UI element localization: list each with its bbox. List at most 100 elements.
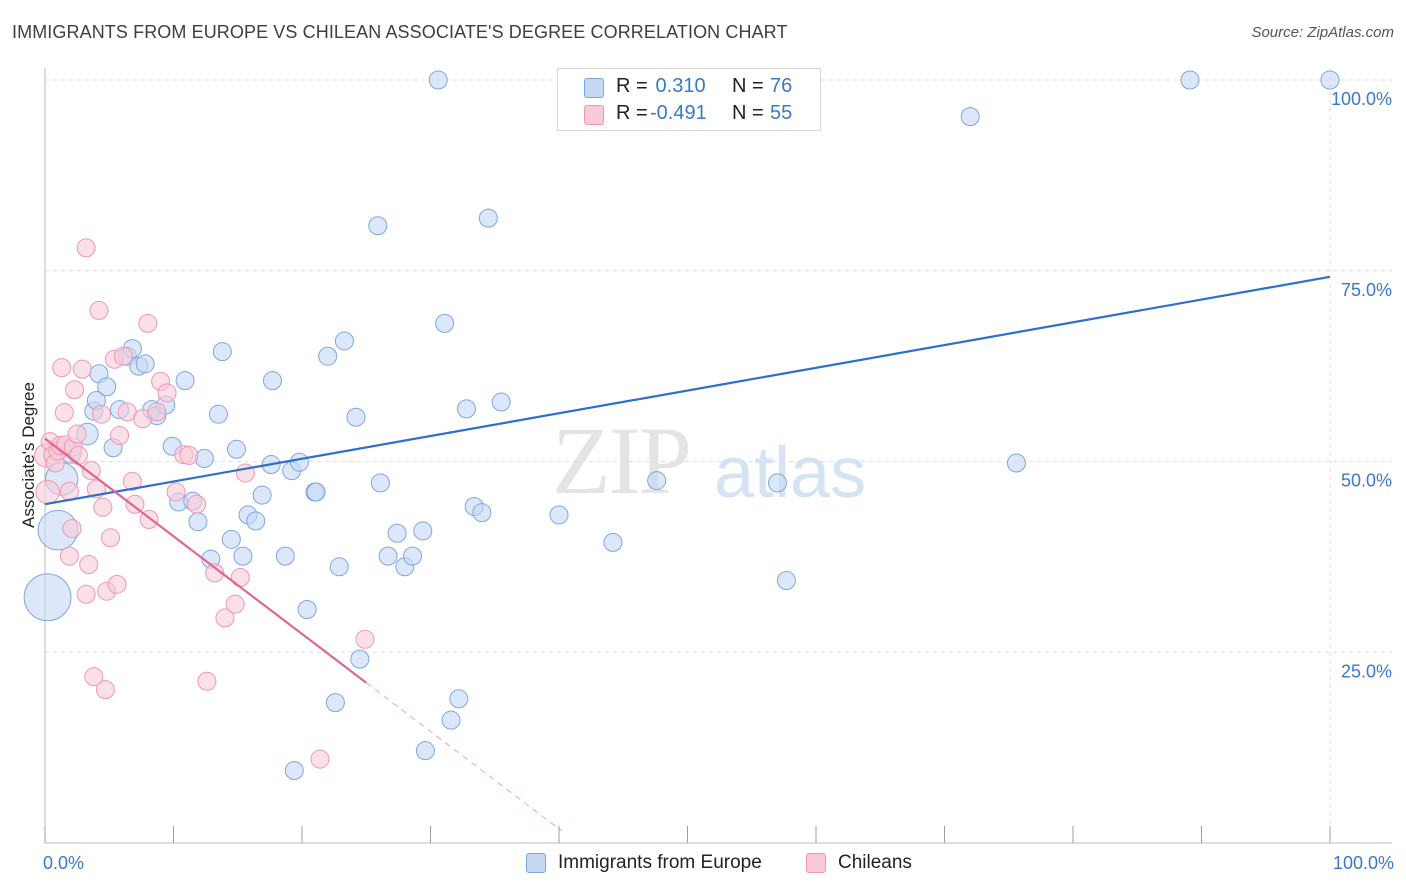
point-europe [1320, 70, 1340, 90]
point-europe [549, 505, 569, 525]
bottom-legend-label-chileans: Chileans [838, 852, 912, 873]
point-europe [252, 485, 272, 505]
point-chileans [110, 426, 130, 446]
point-europe [346, 407, 366, 427]
point-chileans [59, 481, 79, 501]
point-chileans [101, 528, 121, 548]
point-chileans [179, 445, 199, 465]
point-chileans [215, 608, 235, 628]
legend-swatch-chileans [584, 105, 604, 125]
point-chileans [84, 667, 104, 687]
point-europe [428, 70, 448, 90]
point-chileans [355, 629, 375, 649]
point-europe [284, 761, 304, 781]
point-chileans [67, 424, 87, 444]
point-chileans [35, 479, 60, 505]
legend-n-label: N = [732, 102, 770, 124]
bottom-legend-swatch-europe [526, 853, 546, 873]
point-europe [233, 546, 253, 566]
point-europe [329, 557, 349, 577]
point-europe [403, 546, 423, 566]
source-label: Source: ZipAtlas.com [1251, 24, 1394, 41]
point-europe [647, 471, 667, 491]
point-europe [960, 107, 980, 127]
point-chileans [72, 359, 92, 379]
point-chileans [147, 402, 167, 422]
series-chileans [34, 238, 375, 769]
point-europe [306, 482, 326, 502]
point-chileans [138, 313, 158, 333]
grid-lines [45, 68, 1392, 843]
point-europe [776, 571, 796, 591]
point-europe [767, 473, 787, 493]
point-europe [297, 600, 317, 620]
point-chileans [122, 471, 142, 491]
legend-n-value: 76 [770, 75, 793, 97]
point-europe [449, 689, 469, 709]
point-europe [208, 404, 228, 424]
point-europe [491, 392, 511, 412]
point-chileans [113, 346, 133, 366]
point-chileans [107, 574, 127, 594]
point-europe [435, 313, 455, 333]
point-europe [325, 693, 345, 713]
point-chileans [65, 380, 85, 400]
point-chileans [93, 497, 113, 517]
point-europe [441, 710, 461, 730]
point-europe [212, 342, 232, 362]
point-europe [289, 452, 309, 472]
legend-r-value: 0.310 [650, 75, 706, 97]
point-chileans [68, 445, 88, 465]
watermark-atlas: atlas [714, 433, 867, 513]
point-europe [97, 377, 117, 397]
point-europe [603, 532, 623, 552]
point-europe [456, 399, 476, 419]
series-immigrants-from-europe [23, 70, 1340, 781]
point-europe [334, 331, 354, 351]
point-europe [188, 512, 208, 532]
bottom-legend-label-europe: Immigrants from Europe [558, 852, 762, 873]
point-chileans [79, 555, 99, 575]
point-chileans [225, 594, 245, 614]
point-europe [135, 354, 155, 374]
point-chileans [205, 563, 225, 583]
point-chileans [76, 238, 96, 258]
point-europe [175, 371, 195, 391]
point-chileans [187, 494, 207, 514]
chart-title: IMMIGRANTS FROM EUROPE VS CHILEAN ASSOCI… [12, 22, 788, 42]
point-chileans [62, 519, 82, 539]
watermark-zip: ZIP [552, 407, 692, 514]
legend-r-label: R = [616, 75, 654, 97]
point-chileans [52, 358, 72, 378]
point-europe [1006, 453, 1026, 473]
point-europe [275, 546, 295, 566]
legend-n-value: 55 [770, 102, 793, 124]
point-europe [478, 208, 498, 228]
point-chileans [310, 749, 330, 769]
y-tick-label: 100.0% [1331, 89, 1392, 109]
point-chileans [81, 461, 101, 481]
point-europe [194, 448, 214, 468]
legend-n-label: N = [732, 75, 770, 97]
point-europe [370, 473, 390, 493]
trend-lines [44, 275, 1331, 832]
axes [44, 68, 1392, 844]
point-europe [415, 741, 435, 761]
point-chileans [95, 680, 115, 700]
point-chileans [54, 403, 74, 423]
trend-line-chileans [44, 437, 367, 684]
point-chileans [76, 584, 96, 604]
correlation-legend: R = 0.310 N = 76 R = -0.491 N = 55 [557, 68, 821, 131]
point-chileans [89, 300, 109, 320]
point-chileans [125, 494, 145, 514]
point-chileans [197, 671, 217, 691]
y-axis-label: Associate's Degree [19, 382, 38, 528]
point-europe [350, 649, 370, 669]
point-europe [1180, 70, 1200, 90]
tick-labels: 25.0% 50.0% 75.0% 100.0% 0.0% 100.0% [43, 89, 1394, 873]
point-chileans [59, 546, 79, 566]
point-europe [387, 523, 407, 543]
point-europe [472, 503, 492, 523]
point-europe [368, 216, 388, 236]
